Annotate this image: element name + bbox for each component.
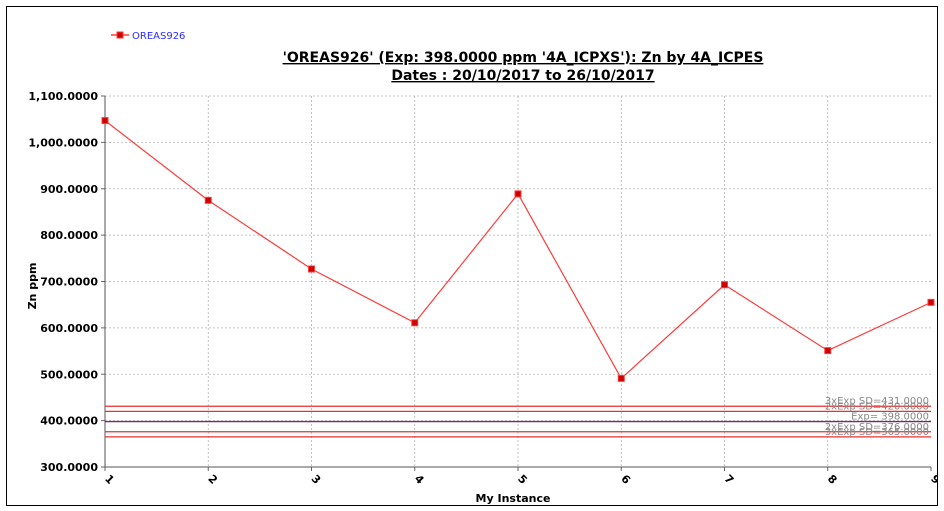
y-tick-label: 900.0000 — [40, 183, 98, 196]
line-chart: OREAS926 'OREAS926' (Exp: 398.0000 ppm '… — [26, 31, 937, 505]
x-tick-label: 3 — [309, 472, 324, 487]
legend: OREAS926 — [111, 31, 185, 42]
x-axis-label: My Instance — [476, 492, 551, 505]
reference-line-label: 2xExp SD=420.0000 — [825, 401, 929, 412]
data-point — [204, 196, 212, 204]
y-tick-label: 700.0000 — [40, 276, 98, 289]
axes — [101, 95, 932, 471]
y-tick-label: 600.0000 — [40, 322, 98, 335]
series-layer — [101, 117, 935, 382]
data-point — [617, 374, 625, 382]
x-tick-label: 1 — [102, 472, 117, 487]
data-point — [721, 281, 728, 289]
data-point — [824, 347, 832, 355]
y-axis-label: Zn ppm — [26, 263, 39, 310]
x-tick-label: 5 — [515, 472, 530, 487]
x-tick-labels: 1 2 3 4 5 6 7 8 9 — [102, 472, 937, 487]
y-tick-label: 500.0000 — [40, 368, 98, 381]
legend-marker-swatch — [116, 31, 124, 39]
data-point — [308, 265, 315, 273]
y-tick-label: 800.0000 — [40, 229, 98, 242]
x-tick-label: 6 — [618, 472, 633, 487]
data-point — [101, 117, 109, 125]
y-tick-label: 400.0000 — [40, 415, 98, 428]
x-tick-label: 9 — [928, 472, 937, 487]
x-tick-label: 2 — [205, 472, 220, 487]
grid — [105, 95, 931, 467]
y-tick-label: 1,000.0000 — [28, 136, 98, 149]
reference-line-label: 3xExp SD=431.0000 — [825, 396, 929, 407]
chart-subtitle: Dates : 20/10/2017 to 26/10/2017 — [391, 68, 654, 84]
x-tick-label: 4 — [412, 472, 427, 487]
y-tick-label: 1,100.0000 — [28, 90, 98, 103]
y-tick-labels: 300.0000 400.0000 500.0000 600.0000 700.0000… — [28, 90, 98, 474]
y-tick-label: 300.0000 — [40, 461, 98, 474]
data-point — [927, 298, 935, 306]
reference-line-label: 2xExp SD=376.0000 — [825, 422, 929, 433]
data-point — [514, 190, 522, 198]
legend-label: OREAS926 — [132, 31, 185, 42]
data-point — [411, 319, 419, 327]
reference-line-label: 3xExp SD=365.0000 — [825, 427, 929, 438]
reference-line-label: Exp= 398.0000 — [851, 412, 929, 423]
x-tick-label: 7 — [722, 472, 737, 487]
chart-frame: OREAS926 'OREAS926' (Exp: 398.0000 ppm '… — [6, 6, 938, 506]
chart-title: 'OREAS926' (Exp: 398.0000 ppm '4A_ICPXS'… — [283, 50, 764, 66]
x-tick-label: 8 — [825, 472, 840, 487]
